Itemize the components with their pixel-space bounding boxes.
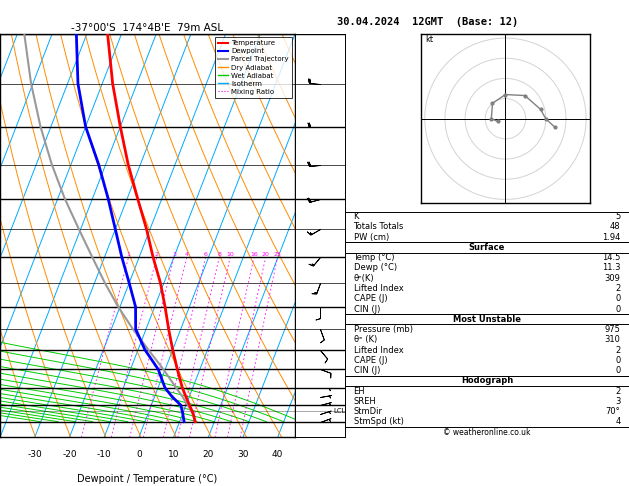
Text: km: km: [298, 34, 310, 43]
Text: LCL: LCL: [295, 406, 309, 416]
Text: 2: 2: [155, 252, 159, 257]
Text: 30.04.2024  12GMT  (Base: 12): 30.04.2024 12GMT (Base: 12): [337, 17, 518, 27]
Title: -37°00'S  174°4B'E  79m ASL: -37°00'S 174°4B'E 79m ASL: [72, 23, 223, 33]
Text: Dewpoint / Temperature (°C): Dewpoint / Temperature (°C): [77, 474, 218, 484]
Text: 20: 20: [262, 252, 270, 257]
Text: -10: -10: [97, 450, 111, 458]
Text: 8: 8: [298, 101, 303, 109]
Text: 4: 4: [298, 267, 303, 277]
Text: 16: 16: [250, 252, 258, 257]
Text: 1: 1: [298, 385, 303, 394]
Text: Mixing Ratio (g/kg): Mixing Ratio (g/kg): [314, 199, 323, 272]
Text: 10: 10: [226, 252, 234, 257]
Text: 3: 3: [172, 252, 176, 257]
Text: 3: 3: [298, 310, 303, 319]
Text: 8: 8: [218, 252, 221, 257]
Text: ASL: ASL: [298, 54, 312, 63]
Text: -20: -20: [62, 450, 77, 458]
Text: 6: 6: [204, 252, 208, 257]
Legend: Temperature, Dewpoint, Parcel Trajectory, Dry Adiabat, Wet Adiabat, Isotherm, Mi: Temperature, Dewpoint, Parcel Trajectory…: [215, 37, 291, 98]
Text: LCL: LCL: [334, 408, 346, 414]
Text: 30: 30: [237, 450, 248, 458]
Text: 4: 4: [185, 252, 189, 257]
Text: -30: -30: [27, 450, 42, 458]
Text: 6: 6: [298, 164, 303, 173]
Text: 5: 5: [298, 219, 303, 228]
Text: 1: 1: [126, 252, 130, 257]
Text: 7: 7: [298, 133, 303, 141]
Text: 2: 2: [298, 348, 303, 358]
Text: 20: 20: [203, 450, 214, 458]
Text: 10: 10: [168, 450, 179, 458]
Text: 25: 25: [274, 252, 282, 257]
Text: 40: 40: [272, 450, 283, 458]
Text: 0: 0: [136, 450, 142, 458]
